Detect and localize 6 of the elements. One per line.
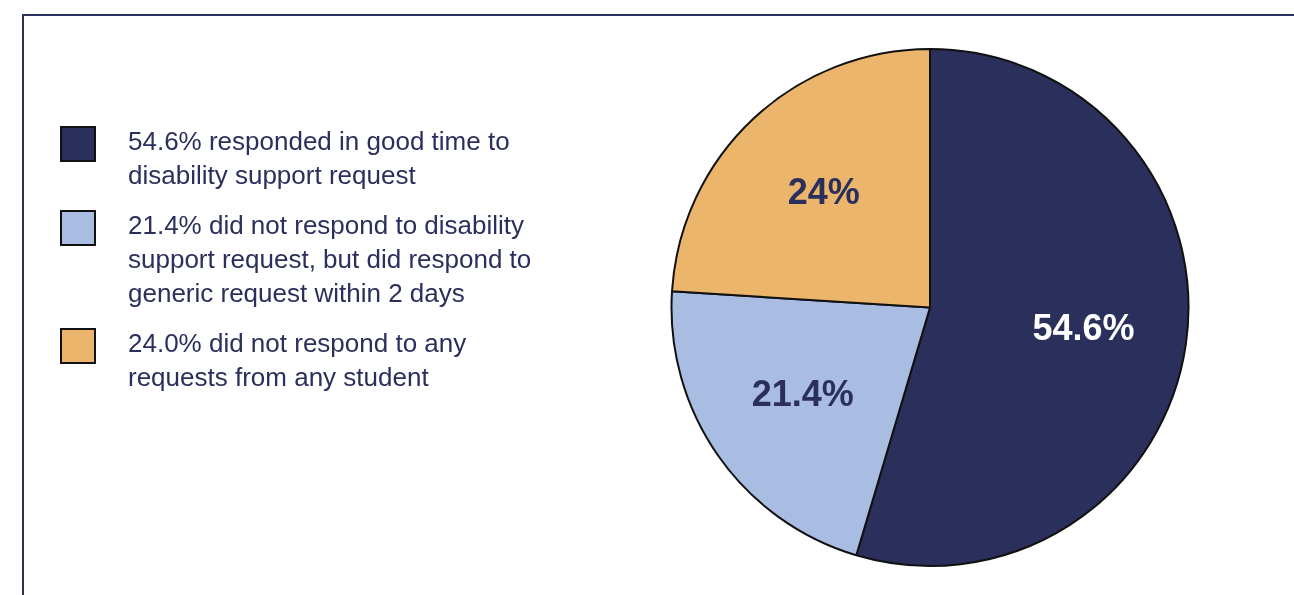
data-label: 21.4% [751,373,854,415]
data-label: 24% [787,171,860,213]
legend-label: 21.4% did not respond to disability support request, but did respond to generic request within 2 days [128,209,533,310]
data-label: 54.6% [1032,306,1135,348]
legend-label: 54.6% responded in good time to disability support request [128,125,511,192]
legend-label: 24.0% did not respond to any requests from any student [128,327,468,394]
